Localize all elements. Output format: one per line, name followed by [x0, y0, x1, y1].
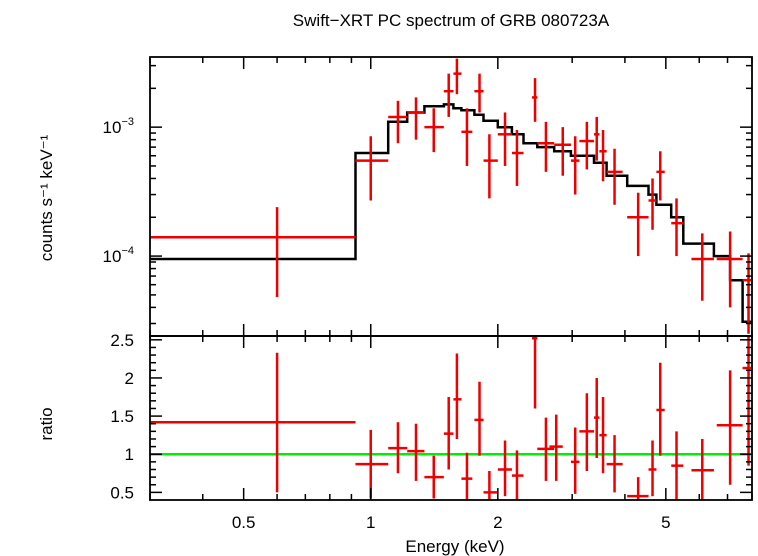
- ratio-data-point: [407, 423, 425, 481]
- spectrum-data-point: [355, 136, 389, 201]
- spectrum-data-point: [453, 58, 462, 95]
- ratio-data-point: [579, 393, 595, 472]
- spectrum-data-point: [532, 78, 538, 122]
- ratio-data-point: [443, 397, 454, 470]
- y-tick-label: 0.5: [110, 483, 134, 502]
- ratio-data-point: [570, 427, 580, 494]
- spectrum-data-point: [461, 108, 473, 166]
- y-tick-label: 1.5: [110, 407, 134, 426]
- x-axis-label: Energy (keV): [405, 537, 504, 556]
- spectrum-data-point: [150, 207, 356, 298]
- ratio-data-point: [511, 450, 524, 500]
- spectrum-data-point: [474, 73, 484, 113]
- spectrum-data-point: [579, 121, 595, 170]
- y-tick-label: 1: [125, 445, 134, 464]
- y-tick-label: 10−4: [103, 245, 134, 266]
- ratio-data-point: [599, 397, 607, 474]
- ratio-data-point: [474, 381, 484, 456]
- spectrum-data-point: [716, 231, 743, 308]
- ratio-data-point: [594, 377, 600, 459]
- spectrum-data-point: [554, 127, 571, 176]
- chart-title: Swift−XRT PC spectrum of GRB 080723A: [293, 11, 610, 30]
- spectrum-data-point: [648, 178, 657, 230]
- spectrum-y-axis-label: counts s⁻¹ keV⁻¹: [37, 134, 56, 261]
- spectrum-data-point: [537, 121, 555, 172]
- y-tick-label: 10−3: [103, 116, 134, 137]
- x-tick-label: 0.5: [232, 513, 256, 532]
- spectrum-data-point: [742, 253, 752, 334]
- y-tick-label: 2.5: [110, 331, 134, 350]
- spectrum-data-point: [570, 136, 580, 195]
- ratio-data-point: [424, 455, 444, 499]
- spectrum-data-point: [424, 108, 444, 153]
- ratio-data-point: [606, 435, 623, 493]
- x-tick-label: 1: [366, 513, 375, 532]
- spectrum-frame: [149, 56, 753, 337]
- spectrum-data-point: [656, 151, 665, 201]
- ratio-y-axis-label: ratio: [37, 407, 56, 440]
- ratio-frame: [149, 335, 753, 501]
- ratio-data-point: [388, 422, 408, 474]
- spectrum-data-point: [594, 116, 600, 161]
- x-tick-label: 5: [661, 513, 670, 532]
- spectrum-data-point: [483, 134, 498, 199]
- spectrum-data-point: [497, 112, 512, 166]
- spectrum-data-point: [671, 198, 684, 257]
- model-layer: [150, 103, 752, 323]
- ratio-data-point: [716, 370, 743, 485]
- axes-layer: 10−3 10−4 0.5 1 1.5 2 2.5 0.5 1 2 5: [103, 56, 753, 532]
- ratio-data-point: [656, 362, 665, 456]
- ratio-data-point: [532, 336, 538, 409]
- ratio-data-point: [461, 452, 473, 500]
- ratio-data-point: [648, 440, 657, 497]
- ratio-data-point: [537, 417, 555, 481]
- ratio-data-point: [355, 429, 389, 499]
- ratio-data-point: [497, 440, 512, 497]
- x-tick-label: 2: [493, 513, 502, 532]
- spectrum-data-point: [691, 233, 714, 301]
- spectrum-data-point: [407, 97, 425, 140]
- ratio-data-point: [483, 471, 498, 500]
- spectrum-data-point: [511, 130, 524, 186]
- model-step-line: [150, 103, 752, 323]
- spectrum-data-point: [599, 130, 607, 182]
- spectrum-data-point: [606, 148, 623, 205]
- data-points-layer: [150, 58, 752, 500]
- ratio-data-point: [627, 477, 649, 500]
- ratio-data-point: [150, 352, 356, 493]
- y-tick-label: 2: [125, 369, 134, 388]
- ratio-data-point: [671, 431, 684, 500]
- ratio-data-point: [549, 414, 563, 481]
- spectrum-data-point: [443, 73, 454, 117]
- ratio-data-point: [453, 353, 462, 439]
- spectrum-data-point: [388, 100, 408, 144]
- spectrum-data-point: [627, 192, 649, 257]
- ratio-data-point: [691, 438, 714, 500]
